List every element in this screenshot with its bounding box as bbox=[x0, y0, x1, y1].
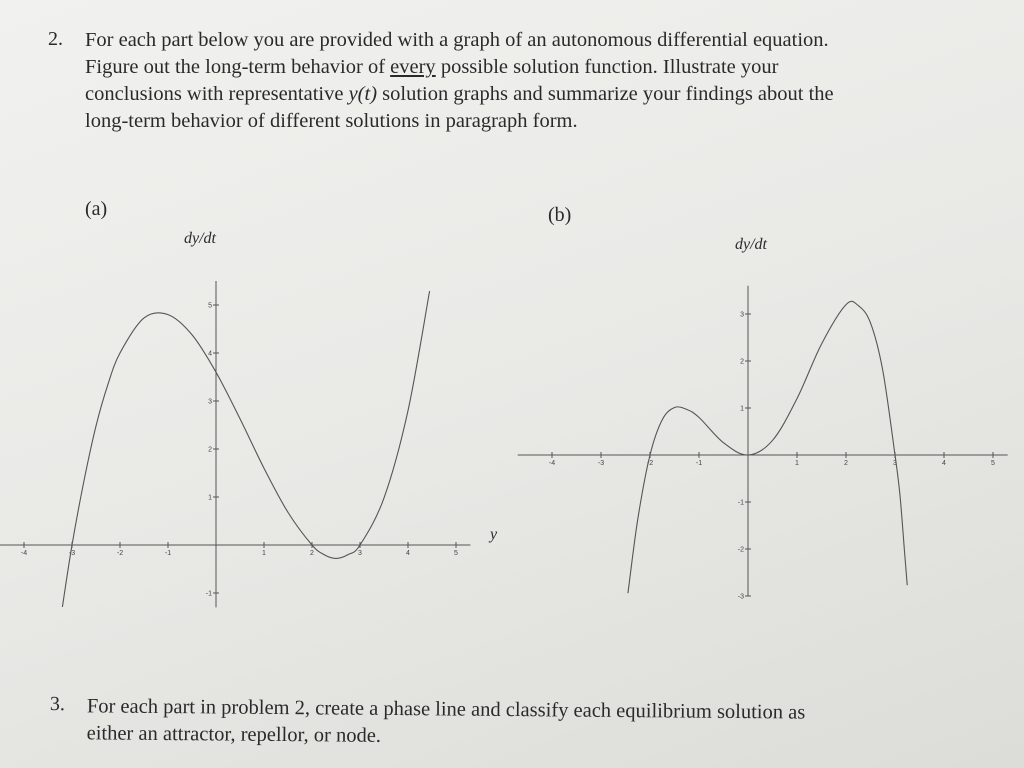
text: solution graphs and summarize your findi… bbox=[377, 83, 834, 105]
problem-2-line-1: For each part below you are provided wit… bbox=[85, 29, 829, 51]
x-tick-label: 2 bbox=[310, 550, 314, 557]
problem-2-line-3: conclusions with representative y(t) sol… bbox=[85, 81, 1015, 108]
problem-2-line-2: Figure out the long-term behavior of eve… bbox=[85, 54, 1015, 81]
x-tick-label: -2 bbox=[117, 550, 123, 557]
part-b-label: (b) bbox=[548, 204, 572, 226]
solution-curve bbox=[627, 300, 908, 594]
x-tick-label: 2 bbox=[844, 460, 848, 467]
x-tick-label: -4 bbox=[549, 460, 555, 467]
problem-3-text: For each part in problem 2, create a pha… bbox=[87, 693, 987, 755]
x-tick-label: 4 bbox=[942, 460, 946, 467]
problem-2-number: 2. bbox=[48, 28, 63, 50]
text: conclusions with representative bbox=[85, 83, 349, 105]
x-tick-label: 5 bbox=[991, 460, 995, 467]
y-tick-label: 1 bbox=[740, 406, 744, 413]
y-tick-label: 2 bbox=[208, 447, 212, 454]
x-tick-label: -2 bbox=[647, 460, 653, 467]
x-tick-label: 3 bbox=[893, 460, 897, 467]
plot-b-ylabel: dy/dt bbox=[735, 236, 767, 253]
y-tick-label: 2 bbox=[740, 359, 744, 366]
x-tick-label: -3 bbox=[598, 460, 604, 467]
x-tick-label: 3 bbox=[358, 550, 362, 557]
problem-3-number: 3. bbox=[49, 693, 65, 716]
plot-a-xlabel: y bbox=[490, 526, 498, 543]
problem-2-line-4: long-term behavior of different solution… bbox=[85, 110, 578, 132]
y-tick-label: -1 bbox=[738, 500, 744, 507]
underlined-every: every bbox=[390, 56, 436, 78]
text: possible solution function. Illustrate y… bbox=[435, 56, 779, 78]
problem-2-text: For each part below you are provided wit… bbox=[85, 27, 1015, 135]
plot-a: -4 -3 -2 -1 1 2 3 4 5 -1 1 2 3 4 5 bbox=[0, 281, 471, 608]
x-tick-label: -3 bbox=[69, 550, 75, 557]
x-tick-label: 1 bbox=[795, 460, 799, 467]
text: Figure out the long-term behavior of bbox=[85, 56, 391, 78]
y-tick-label: 3 bbox=[740, 312, 744, 319]
part-a-label: (a) bbox=[85, 198, 108, 220]
solution-curve bbox=[61, 290, 431, 608]
y-tick-label: 1 bbox=[208, 495, 212, 502]
x-tick-label: -1 bbox=[165, 550, 171, 557]
x-tick-label: 5 bbox=[454, 550, 458, 557]
x-tick-label: 4 bbox=[406, 550, 410, 557]
plot-a-ylabel: dy/dt bbox=[184, 230, 216, 247]
x-tick-label: -4 bbox=[21, 550, 27, 557]
y-tick-label: -3 bbox=[738, 594, 744, 601]
y-of-t: y(t) bbox=[348, 83, 378, 105]
y-tick-label: -2 bbox=[738, 547, 744, 554]
x-tick-label: -1 bbox=[696, 460, 702, 467]
y-tick-label: 5 bbox=[208, 303, 212, 310]
x-tick-label: 1 bbox=[262, 550, 266, 557]
plot-b: -4 -3 -2 -1 1 2 3 4 5 -3 -2 -1 1 2 3 bbox=[517, 285, 1008, 601]
y-tick-label: 3 bbox=[208, 399, 212, 406]
y-tick-label: -1 bbox=[206, 591, 212, 598]
y-tick-label: 4 bbox=[208, 351, 212, 358]
